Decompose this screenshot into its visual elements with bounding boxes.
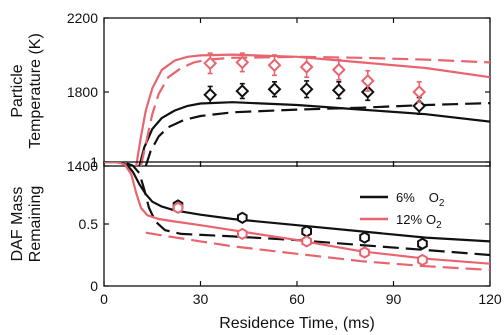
data-marker-diamond <box>267 82 282 97</box>
bottom-plot-layer: 0 0.5 1 0 30 60 90 120 <box>79 154 502 307</box>
top-plot-layer: 1400 1800 2200 <box>67 10 491 174</box>
data-marker-diamond <box>331 62 346 77</box>
y-tick-label: 2200 <box>67 10 98 26</box>
data-marker-hexagon <box>237 227 248 241</box>
data-marker-hexagon <box>359 246 370 259</box>
series-line-red-dashed <box>139 55 490 166</box>
x-tick-label: 0 <box>100 291 108 307</box>
data-marker-diamond <box>412 98 427 113</box>
legend-label: 6% O2 <box>396 190 445 209</box>
data-marker-diamond <box>203 87 218 102</box>
data-marker-diamond <box>235 55 250 70</box>
x-tick-label: 30 <box>193 291 209 307</box>
y-tick-label: 0.5 <box>79 216 99 232</box>
top-plot-frame <box>103 17 491 167</box>
bottom-panel: DAF Mass Remaining 0 0.5 1 0 30 60 90 120 Resid… <box>9 154 502 332</box>
series-line-red-dashed <box>145 231 490 271</box>
data-marker-diamond <box>299 60 314 74</box>
data-marker-hexagon <box>301 235 312 248</box>
data-marker-hexagon <box>417 253 428 267</box>
series-line-black-solid <box>104 162 490 243</box>
x-tick-label: 120 <box>478 291 502 307</box>
data-marker-hexagon <box>237 211 248 224</box>
legend-label: 12% O2 <box>396 212 442 231</box>
series-line-red-solid <box>104 162 490 265</box>
data-marker-diamond <box>412 85 427 99</box>
x-tick-label: 90 <box>386 291 402 307</box>
data-marker-hexagon <box>172 201 184 215</box>
x-axis-label: Residence Time, (ms) <box>219 315 375 332</box>
top-ylabel-line1: Particle <box>9 64 26 117</box>
data-marker-diamond <box>299 82 314 97</box>
y-tick-label: 0 <box>90 278 98 294</box>
series-line-red-solid <box>135 53 490 166</box>
data-marker-hexagon <box>417 237 428 250</box>
data-marker-diamond <box>331 83 346 98</box>
data-marker-diamond <box>267 58 282 73</box>
series-line-black-dashed <box>144 102 490 166</box>
top-ylabel-line2: Temperature (K) <box>27 33 44 149</box>
data-marker-diamond <box>360 73 375 88</box>
data-marker-hexagon <box>359 231 370 244</box>
data-marker-diamond <box>203 56 218 71</box>
y-tick-label: 1400 <box>67 158 98 174</box>
bottom-ylabel-line1: DAF Mass <box>9 187 26 262</box>
y-tick-label: 1800 <box>67 84 98 100</box>
series-line-black-solid <box>138 101 490 166</box>
y-tick-label: 1 <box>90 154 98 170</box>
series-line-black-dashed <box>104 162 490 257</box>
data-marker-diamond <box>235 84 250 99</box>
data-marker-diamond <box>360 85 375 99</box>
top-panel: Particle Temperature (K) 1400 1800 2200 <box>9 10 491 174</box>
data-marker-hexagon <box>301 225 312 238</box>
bottom-ylabel-line2: Remaining <box>27 186 44 262</box>
legend: 6% O2 12% O2 <box>360 190 445 231</box>
x-tick-label: 60 <box>289 291 305 307</box>
